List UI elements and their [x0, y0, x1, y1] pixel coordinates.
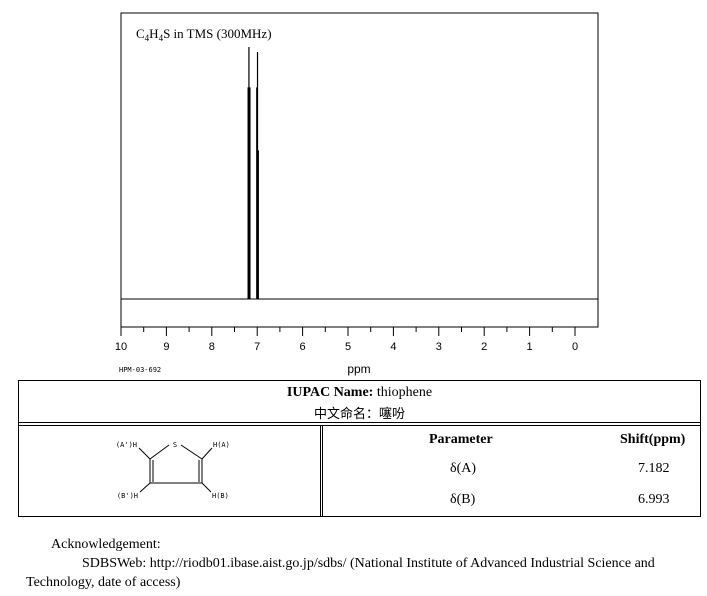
x-tick-label: 5 — [345, 341, 351, 353]
structure-label-a: H(A) — [213, 441, 230, 449]
x-tick-label: 2 — [481, 341, 487, 353]
param-b: δ(B) — [450, 492, 476, 507]
x-tick-label: 6 — [300, 341, 306, 353]
spectrum-code: HPM-03-692 — [119, 366, 161, 374]
column-divider — [322, 426, 323, 516]
structure-cell: S (A')H H(A) (B')H H(B) — [19, 426, 321, 516]
chart-title: C4H4S in TMS (300MHz) — [136, 26, 272, 43]
structure-label-a-prime: (A')H — [116, 441, 137, 449]
structure-label-b-prime: (B')H — [117, 492, 138, 500]
plot-frame — [120, 12, 599, 328]
x-axis-label: ppm — [347, 362, 370, 376]
title-rest: S in TMS (300MHz) — [163, 26, 271, 41]
compound-name-row: IUPAC Name: thiophene 中文命名：噻吩 — [19, 381, 700, 423]
title-sub-2: 4 — [159, 33, 164, 43]
x-tick-label: 0 — [572, 341, 578, 353]
x-axis-ticks: 10 9 8 7 6 5 4 3 2 1 0 — [115, 327, 578, 353]
x-tick-label: 7 — [254, 341, 260, 353]
peaks-layer — [247, 47, 259, 299]
x-tick-label: 9 — [163, 341, 169, 353]
shift-a: 7.182 — [638, 461, 670, 476]
iupac-label: IUPAC Name: — [286, 385, 374, 400]
table-divider — [19, 423, 700, 426]
x-tick-label: 8 — [209, 341, 215, 353]
shift-header: Shift(ppm) — [620, 432, 686, 447]
x-tick-label: 3 — [436, 341, 442, 353]
acknowledgement-heading: Acknowledgement: — [51, 537, 161, 552]
iupac-name-line: IUPAC Name: thiophene — [19, 385, 700, 401]
parameter-header: Parameter — [429, 432, 493, 447]
nmr-spectrum-chart: C4H4S in TMS (300MHz) 10 9 8 7 6 5 4 3 2 1 0 ppm H… — [115, 12, 599, 376]
param-a: δ(A) — [450, 461, 477, 476]
x-tick-label: 10 — [115, 341, 127, 353]
chinese-name: 中文命名：噻吩 — [313, 407, 405, 422]
acknowledgement-line-2: Technology, date of access) — [26, 575, 181, 590]
structure-label-b: H(B) — [212, 492, 229, 500]
title-h: H — [149, 26, 158, 41]
title-sub-1: 4 — [145, 33, 150, 43]
title-c: C — [136, 26, 145, 41]
thiophene-structure: S (A')H H(A) (B')H H(B) — [116, 441, 230, 500]
acknowledgement-line-1: SDBSWeb: http://riodb01.ibase.aist.go.jp… — [82, 556, 655, 571]
compound-info-table: IUPAC Name: thiophene 中文命名：噻吩 S (A')H H(… — [18, 380, 701, 517]
iupac-value: thiophene — [376, 385, 433, 400]
structure-label-s: S — [173, 441, 177, 449]
x-tick-label: 4 — [390, 341, 396, 353]
x-tick-label: 1 — [527, 341, 533, 353]
shift-b: 6.993 — [638, 492, 670, 507]
